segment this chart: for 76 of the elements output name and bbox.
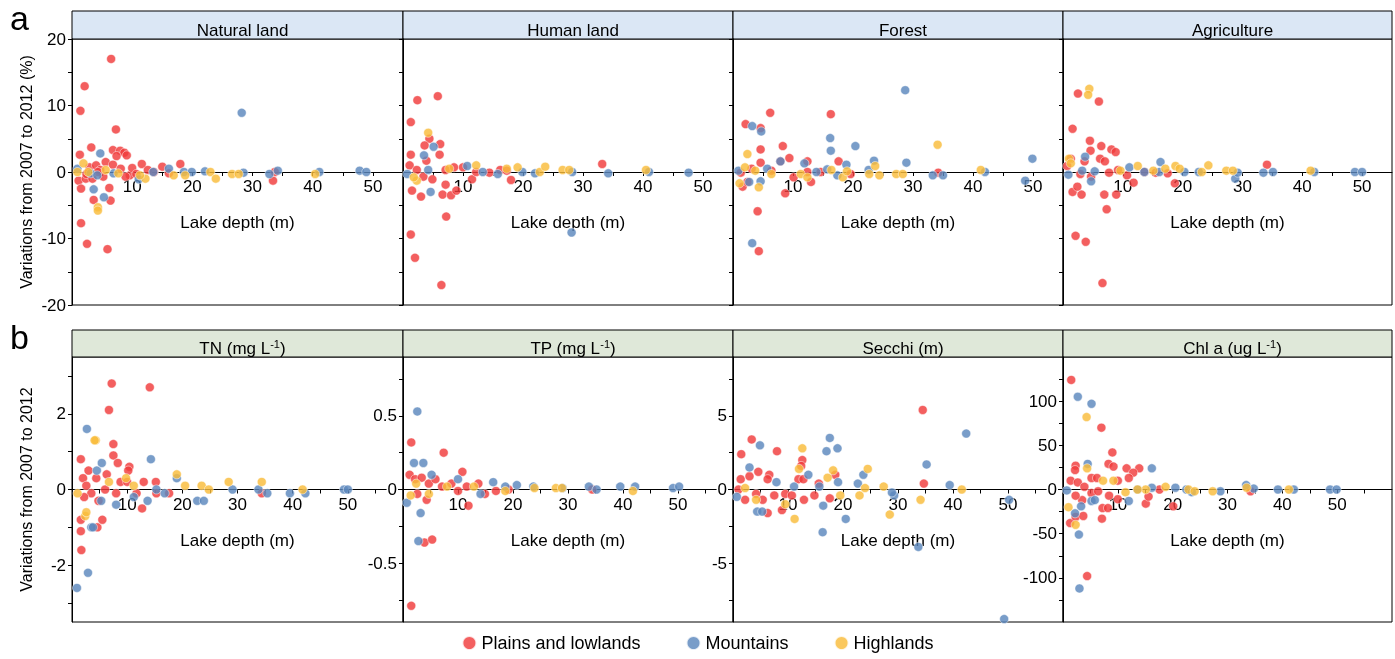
x-tick-label: 50 <box>998 494 1018 514</box>
y-tick-label: -2 <box>50 555 66 575</box>
y-tick-label: 5 <box>717 406 727 426</box>
y-tick-label: 0 <box>56 480 66 499</box>
y-tick-label: -5 <box>711 553 727 573</box>
x-tick-label: 40 <box>303 177 323 196</box>
y-tick-label: -0.5 <box>367 553 397 573</box>
y-tick-label: -10 <box>41 229 66 248</box>
x-tick-label: 40 <box>963 177 983 196</box>
y-tick-label: 0 <box>387 480 397 499</box>
x-tick-label: 40 <box>1292 177 1312 196</box>
x-tick-label: 10 <box>453 177 473 196</box>
x-axis-title: Lake depth (m) <box>840 530 956 550</box>
x-tick-label: 30 <box>228 494 247 514</box>
x-tick-label: 20 <box>513 177 533 196</box>
chart-title: Agriculture <box>1191 20 1274 40</box>
chart-title: Natural land <box>196 20 289 40</box>
legend-label: Mountains <box>705 633 789 653</box>
x-tick-label: 10 <box>1108 494 1128 514</box>
x-tick-label: 40 <box>1272 494 1292 514</box>
text: b <box>10 318 29 356</box>
x-tick-label: 20 <box>833 494 853 514</box>
y-tick-label: 0 <box>56 162 66 182</box>
x-tick-label: 20 <box>172 494 192 514</box>
x-axis-title: Lake depth (m) <box>1170 530 1285 550</box>
y-tick-label: 0.5 <box>373 406 397 426</box>
x-axis-title: Lake depth (m) <box>180 530 295 550</box>
x-tick-label: 50 <box>668 494 688 514</box>
y-tick-label: 0 <box>1047 480 1057 499</box>
x-tick-label: 30 <box>903 177 923 196</box>
x-tick-label: 20 <box>843 177 863 196</box>
x-tick-label: 40 <box>283 494 303 514</box>
y-tick-label: -50 <box>1032 524 1057 544</box>
x-tick-label: 10 <box>1113 177 1133 196</box>
y-axis-title: Variations from 2007 to 2012 <box>17 387 35 592</box>
y-axis-title: Variations from 2007 to 2012 (%) <box>17 55 35 289</box>
x-tick-label: 10 <box>117 494 137 514</box>
x-axis-title: Lake depth (m) <box>510 530 626 550</box>
y-tick-label: 0 <box>717 480 727 499</box>
x-tick-label: 30 <box>558 494 578 514</box>
y-tick-label: 20 <box>47 29 66 49</box>
x-axis-title: Lake depth (m) <box>180 213 295 232</box>
x-tick-label: 20 <box>1173 177 1193 196</box>
x-tick-label: 30 <box>888 494 908 514</box>
y-tick-label: 50 <box>1038 435 1057 455</box>
x-tick-label: 30 <box>243 177 263 196</box>
x-tick-label: 20 <box>182 177 202 196</box>
chart-title: Forest <box>878 20 928 40</box>
x-tick-label: 40 <box>943 494 963 514</box>
y-tick-label: -20 <box>41 295 66 315</box>
x-tick-label: 50 <box>1352 177 1372 196</box>
x-tick-label: 50 <box>693 177 713 196</box>
y-tick-label: -100 <box>1022 568 1057 588</box>
x-tick-label: 30 <box>1232 177 1252 196</box>
x-axis-title: Lake depth (m) <box>510 213 626 232</box>
y-tick-label: 2 <box>56 404 66 424</box>
y-tick-label: 10 <box>47 96 66 115</box>
legend-label: Plains and lowlands <box>481 633 641 653</box>
y-tick-label: 100 <box>1028 391 1057 411</box>
x-tick-label: 30 <box>573 177 593 196</box>
x-tick-label: 10 <box>783 177 803 196</box>
text: a <box>10 0 29 37</box>
chart-title: Human land <box>527 20 619 40</box>
chart-title: Secchi (m) <box>862 339 944 358</box>
x-tick-label: 20 <box>503 494 523 514</box>
x-tick-label: 40 <box>613 494 633 514</box>
x-tick-label: 20 <box>1163 494 1183 514</box>
legend-label: Highlands <box>853 633 934 653</box>
x-tick-label: 10 <box>448 494 468 514</box>
x-tick-label: 40 <box>633 177 653 196</box>
x-axis-title: Lake depth (m) <box>1170 213 1285 232</box>
x-tick-label: 50 <box>338 494 358 514</box>
x-axis-title: Lake depth (m) <box>840 213 956 232</box>
x-tick-label: 10 <box>122 177 142 196</box>
x-tick-label: 50 <box>1327 494 1347 514</box>
x-tick-label: 30 <box>1218 494 1237 514</box>
